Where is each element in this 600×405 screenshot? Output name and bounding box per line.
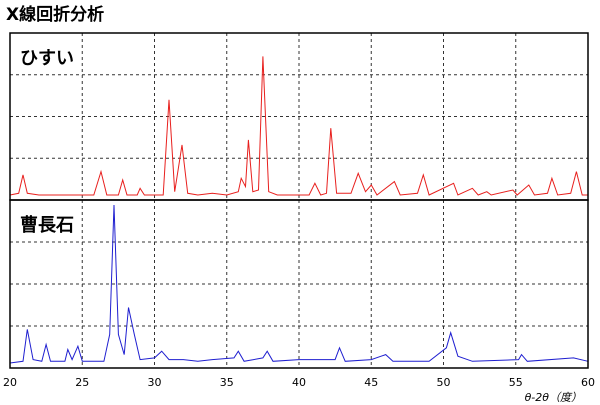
x-tick-label: 45 <box>364 376 378 389</box>
panel-title: ひすい <box>20 48 74 69</box>
x-tick-label: 50 <box>437 376 451 389</box>
data-line <box>9 204 589 364</box>
x-tick-label: 40 <box>292 376 306 389</box>
panel-title: 曹長石 <box>20 215 74 236</box>
x-axis-label: θ-2θ（度） <box>525 391 582 404</box>
x-tick-label: 55 <box>509 376 523 389</box>
data-line <box>9 56 588 196</box>
x-tick-label: 20 <box>3 376 17 389</box>
x-tick-label: 35 <box>220 376 234 389</box>
panel-border <box>9 199 589 369</box>
x-tick-label: 30 <box>148 376 162 389</box>
x-tick-label: 60 <box>581 376 595 389</box>
chart-title: X線回折分析 <box>6 4 104 25</box>
x-tick-label: 25 <box>75 376 89 389</box>
